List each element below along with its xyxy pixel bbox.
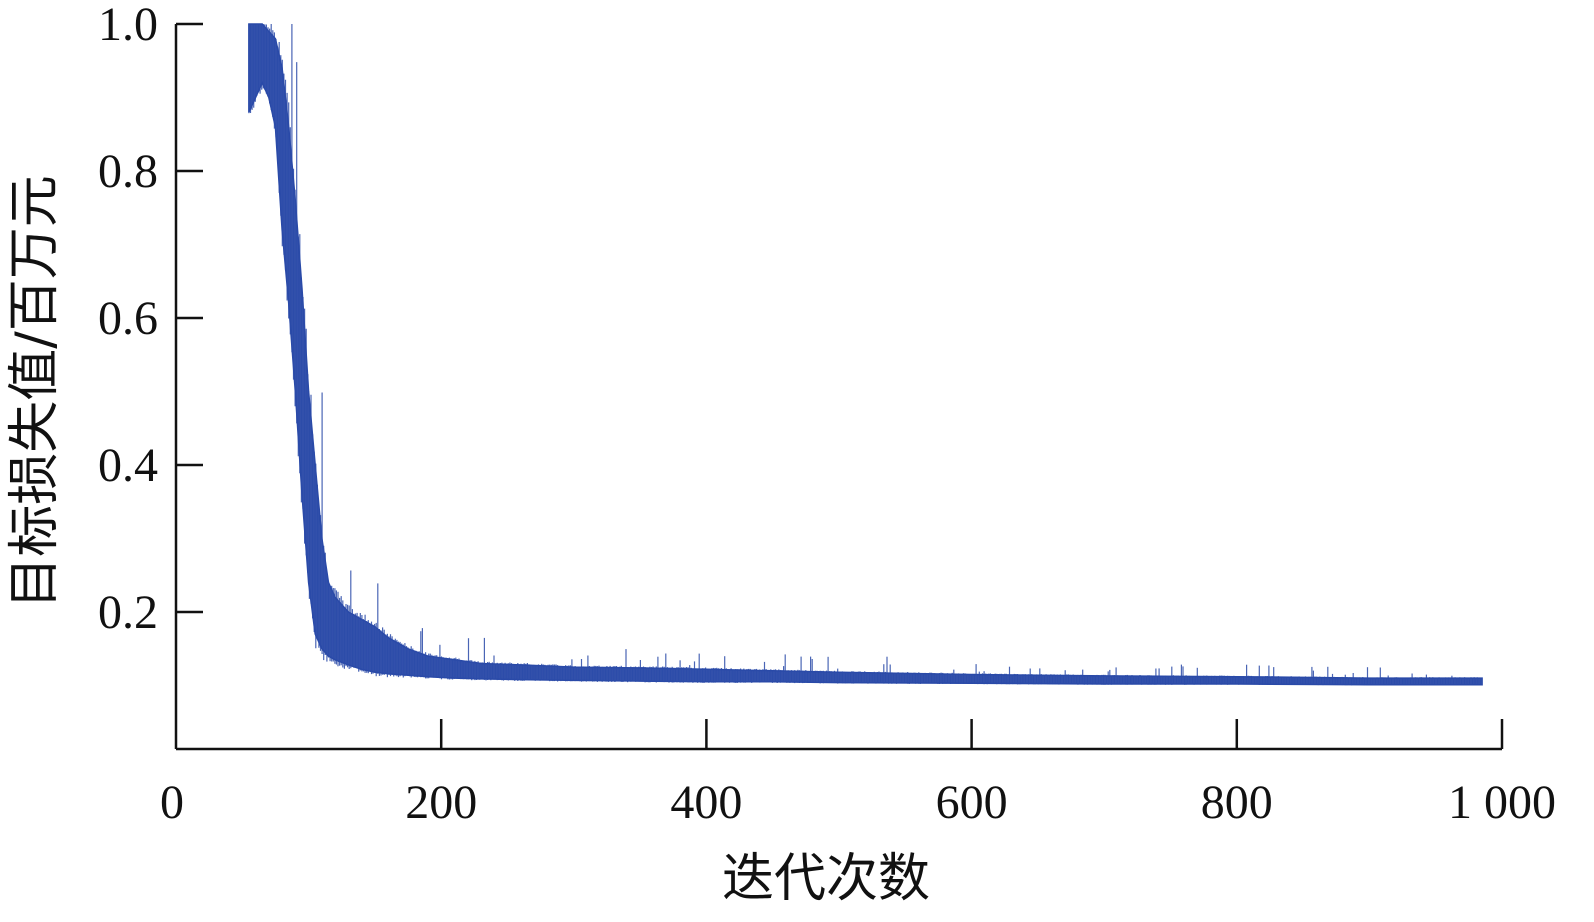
x-tick-label: 200 [405, 776, 477, 829]
y-tick-label: 0.6 [98, 292, 158, 345]
y-tick-label: 0.4 [98, 439, 158, 492]
x-tick-label: 800 [1201, 776, 1273, 829]
y-tick-label: 1.0 [98, 0, 158, 51]
y-axis-title: 目标损失值/百万元 [5, 175, 65, 609]
axes [174, 24, 1502, 751]
x-tick-label: 400 [670, 776, 742, 829]
x-tick-label: 1 000 [1448, 776, 1556, 829]
x-axis-title: 迭代次数 [722, 849, 930, 909]
series-band [248, 23, 1483, 686]
x-tick-label: 600 [936, 776, 1008, 829]
y-tick-label: 0.2 [98, 586, 158, 639]
y-tick-label: 0.8 [98, 145, 158, 198]
ticks: 0.2 0.4 0.6 0.8 1.0 0 200 400 600 800 1 000 [98, 0, 1556, 829]
x-tick-label: 0 [160, 776, 184, 829]
plot-area [248, 23, 1483, 686]
